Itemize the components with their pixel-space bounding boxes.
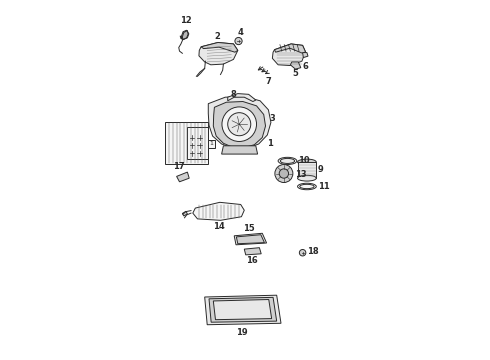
Polygon shape	[221, 146, 258, 154]
Text: 19: 19	[236, 328, 248, 337]
Circle shape	[222, 107, 257, 141]
Text: 2: 2	[214, 32, 220, 41]
Text: 17: 17	[172, 162, 184, 171]
Text: 15: 15	[243, 224, 254, 233]
Polygon shape	[228, 94, 256, 102]
Circle shape	[228, 113, 251, 136]
Polygon shape	[201, 42, 238, 52]
Text: 18: 18	[307, 248, 318, 256]
Polygon shape	[213, 300, 271, 320]
Text: 6: 6	[303, 62, 309, 71]
Text: 1: 1	[267, 139, 272, 148]
Text: 14: 14	[213, 222, 225, 231]
Text: 3: 3	[270, 113, 275, 122]
Ellipse shape	[297, 159, 316, 165]
Text: 7: 7	[266, 77, 271, 86]
Circle shape	[299, 249, 306, 256]
Polygon shape	[236, 235, 265, 244]
Polygon shape	[181, 30, 189, 40]
Bar	[187, 127, 208, 159]
Bar	[297, 162, 316, 178]
Text: 1: 1	[210, 141, 214, 146]
Polygon shape	[193, 202, 245, 220]
Polygon shape	[213, 102, 266, 148]
Polygon shape	[245, 248, 261, 255]
Text: 13: 13	[294, 170, 306, 179]
Text: 5: 5	[293, 69, 298, 78]
Polygon shape	[272, 44, 305, 66]
Circle shape	[235, 37, 242, 45]
Text: 11: 11	[318, 182, 329, 191]
Text: 12: 12	[180, 16, 192, 25]
Polygon shape	[208, 96, 271, 148]
Polygon shape	[205, 295, 281, 325]
Bar	[165, 122, 208, 164]
Polygon shape	[291, 62, 301, 69]
Text: 16: 16	[246, 256, 258, 265]
Text: 8: 8	[231, 90, 236, 99]
Circle shape	[275, 165, 293, 183]
Text: 10: 10	[298, 156, 310, 165]
Text: 4: 4	[238, 28, 244, 37]
Ellipse shape	[300, 184, 314, 189]
Circle shape	[279, 169, 289, 178]
Ellipse shape	[280, 158, 294, 163]
Polygon shape	[303, 53, 308, 58]
Ellipse shape	[297, 175, 316, 181]
Polygon shape	[209, 297, 277, 322]
Polygon shape	[229, 100, 245, 109]
Polygon shape	[274, 44, 305, 53]
Polygon shape	[234, 233, 267, 245]
Polygon shape	[182, 211, 187, 216]
Polygon shape	[176, 172, 189, 182]
Polygon shape	[199, 42, 238, 65]
Text: 9: 9	[318, 165, 323, 174]
Bar	[208, 140, 216, 148]
